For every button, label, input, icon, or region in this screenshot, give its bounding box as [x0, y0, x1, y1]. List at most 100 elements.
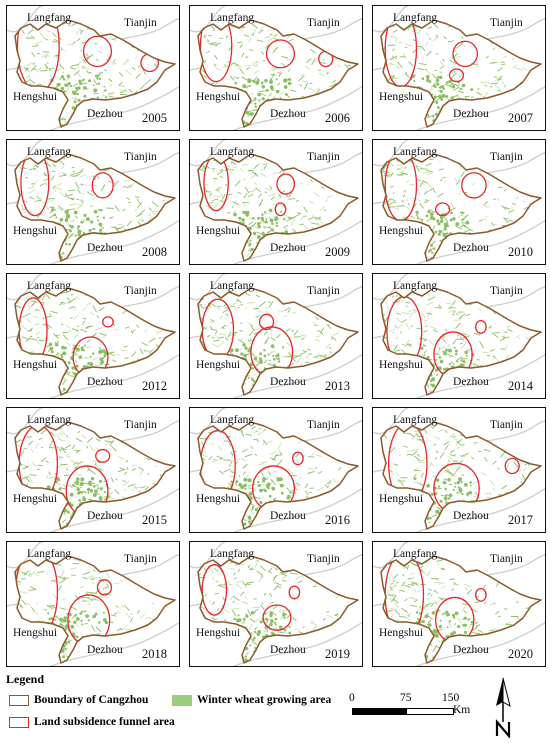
map-graphic — [190, 140, 362, 264]
river-line — [49, 86, 179, 130]
label-hengshui: Hengshui — [196, 91, 241, 103]
map-graphic — [373, 542, 545, 666]
label-dezhou: Dezhou — [270, 108, 306, 120]
north-arrow-icon — [492, 676, 514, 739]
river-line — [415, 622, 545, 666]
year-label: 2009 — [325, 245, 350, 259]
river-line — [49, 354, 179, 398]
label-langfang: Langfang — [393, 146, 438, 158]
subsidence-funnel — [258, 313, 275, 331]
river-line — [232, 220, 362, 264]
label-tianjin: Tianjin — [490, 285, 523, 297]
label-tianjin: Tianjin — [490, 151, 523, 163]
cangzhou-boundary — [197, 555, 359, 664]
label-tianjin: Tianjin — [124, 151, 157, 163]
label-tianjin: Tianjin — [307, 553, 340, 565]
river-line — [190, 408, 227, 435]
legend-funnel-label: Land subsidence funnel area — [34, 716, 175, 728]
scale-unit: Km — [453, 704, 471, 716]
label-langfang: Langfang — [393, 280, 438, 292]
label-langfang: Langfang — [393, 414, 438, 426]
label-hengshui: Hengshui — [379, 91, 424, 103]
river-line — [7, 274, 44, 301]
label-langfang: Langfang — [210, 414, 255, 426]
cangzhou-boundary — [14, 421, 176, 530]
label-tianjin: Tianjin — [307, 419, 340, 431]
label-hengshui: Hengshui — [13, 359, 58, 371]
river-line — [190, 6, 227, 33]
subsidence-funnel — [91, 172, 114, 199]
river-line — [190, 274, 227, 301]
river-line — [49, 622, 179, 666]
label-tianjin: Tianjin — [307, 285, 340, 297]
river-line — [49, 220, 179, 264]
label-langfang: Langfang — [393, 548, 438, 560]
river-line — [7, 408, 44, 435]
cangzhou-boundary — [14, 153, 176, 262]
label-tianjin: Tianjin — [490, 419, 523, 431]
label-langfang: Langfang — [27, 548, 72, 560]
label-langfang: Langfang — [393, 12, 438, 24]
label-tianjin: Tianjin — [124, 419, 157, 431]
label-hengshui: Hengshui — [196, 359, 241, 371]
map-graphic — [190, 274, 362, 398]
river-line — [415, 86, 545, 130]
map-graphic — [7, 274, 179, 398]
map-graphic — [7, 542, 179, 666]
subsidence-funnel — [201, 564, 228, 616]
label-dezhou: Dezhou — [270, 644, 306, 656]
scale-bar-black — [352, 708, 408, 715]
funnel-swatch — [9, 717, 29, 728]
wheat-swatch — [172, 695, 192, 706]
label-tianjin: Tianjin — [124, 285, 157, 297]
label-dezhou: Dezhou — [87, 376, 123, 388]
label-hengshui: Hengshui — [196, 225, 241, 237]
river-line — [373, 140, 410, 167]
label-hengshui: Hengshui — [13, 225, 58, 237]
label-dezhou: Dezhou — [87, 242, 123, 254]
label-hengshui: Hengshui — [13, 493, 58, 505]
label-hengshui: Hengshui — [13, 91, 58, 103]
label-langfang: Langfang — [210, 146, 255, 158]
subsidence-funnel — [504, 457, 520, 475]
map-panel-2008: Langfang Tianjin Hengshui Dezhou 2008 — [6, 139, 180, 265]
cangzhou-boundary — [380, 287, 542, 396]
river-line — [415, 354, 545, 398]
subsidence-funnel — [20, 154, 50, 217]
subsidence-funnel — [25, 238, 41, 256]
map-graphic — [373, 274, 545, 398]
river-line — [232, 488, 362, 532]
label-tianjin: Tianjin — [490, 553, 523, 565]
cangzhou-boundary — [14, 287, 176, 396]
map-panel-2010: Langfang Tianjin Hengshui Dezhou 2010 — [372, 139, 546, 265]
map-graphic — [7, 6, 179, 130]
cangzhou-boundary — [197, 421, 359, 530]
scale-tick-0: 0 — [349, 692, 355, 704]
label-langfang: Langfang — [27, 280, 72, 292]
subsidence-funnel — [96, 579, 113, 596]
map-graphic — [373, 6, 545, 130]
river-line — [415, 220, 545, 264]
year-label: 2007 — [508, 111, 533, 125]
river-line — [373, 274, 410, 301]
label-tianjin: Tianjin — [307, 151, 340, 163]
map-graphic — [7, 140, 179, 264]
year-label: 2015 — [142, 513, 167, 527]
label-tianjin: Tianjin — [124, 17, 157, 29]
subsidence-funnel — [276, 173, 296, 195]
river-line — [190, 542, 227, 569]
map-graphic — [190, 6, 362, 130]
label-dezhou: Dezhou — [87, 644, 123, 656]
label-langfang: Langfang — [27, 146, 72, 158]
label-hengshui: Hengshui — [379, 627, 424, 639]
label-langfang: Langfang — [210, 280, 255, 292]
subsidence-funnel — [448, 68, 465, 83]
label-hengshui: Hengshui — [379, 359, 424, 371]
label-dezhou: Dezhou — [87, 108, 123, 120]
map-panel-2015: Langfang Tianjin Hengshui Dezhou 2015 — [6, 407, 180, 533]
map-panel-2013: Langfang Tianjin Hengshui Dezhou 2013 — [189, 273, 363, 399]
cangzhou-boundary — [14, 19, 176, 128]
cangzhou-boundary — [380, 19, 542, 128]
year-label: 2008 — [142, 245, 167, 259]
label-hengshui: Hengshui — [13, 627, 58, 639]
